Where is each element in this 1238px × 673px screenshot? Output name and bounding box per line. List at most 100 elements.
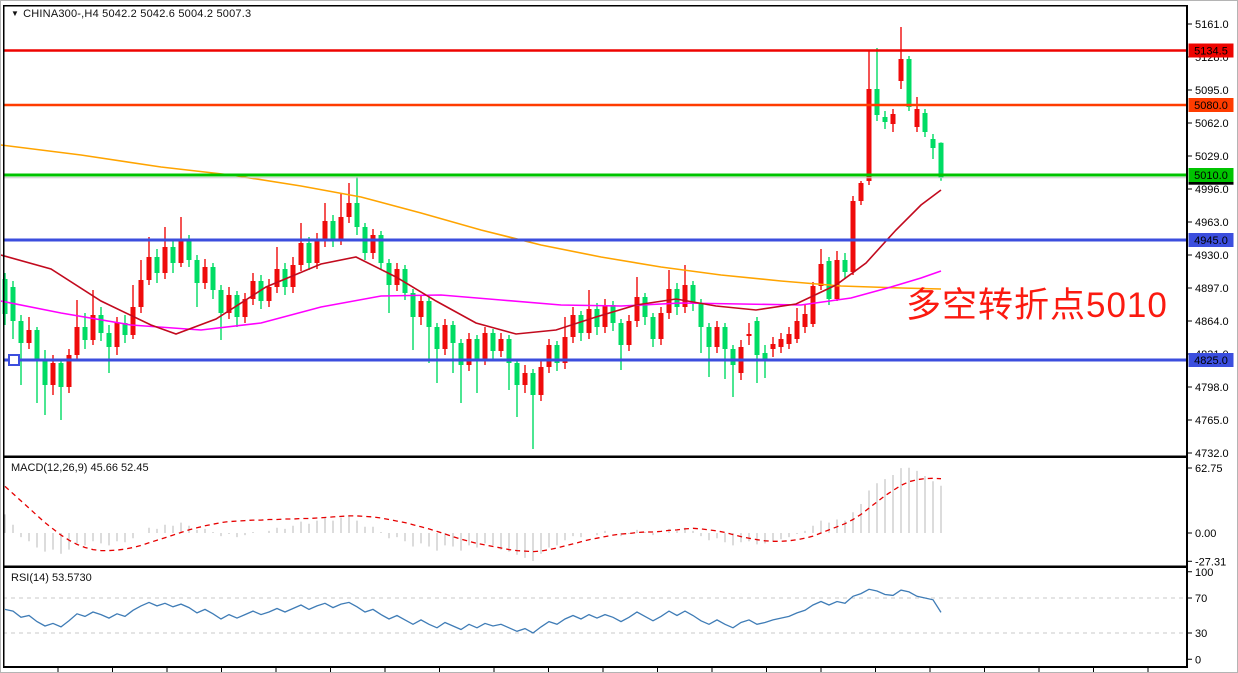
candle bbox=[210, 263, 216, 299]
candle bbox=[218, 285, 224, 340]
candle bbox=[130, 285, 136, 339]
candle bbox=[594, 303, 600, 335]
candle bbox=[746, 323, 752, 345]
candle bbox=[10, 281, 16, 339]
candle bbox=[618, 319, 624, 370]
candle bbox=[50, 355, 56, 395]
candles-layer bbox=[2, 27, 944, 449]
axis-tick-label: 4996.0 bbox=[1195, 184, 1229, 196]
candle bbox=[178, 217, 184, 267]
candle bbox=[754, 317, 760, 383]
candle bbox=[522, 365, 528, 393]
candle bbox=[554, 341, 560, 371]
candle bbox=[546, 339, 552, 373]
candle bbox=[346, 183, 352, 223]
macd-indicator-label: MACD(12,26,9) 45.66 52.45 bbox=[11, 462, 149, 474]
candle bbox=[274, 247, 280, 293]
candle bbox=[826, 257, 832, 305]
candle bbox=[370, 229, 376, 259]
svg-text:5010.0: 5010.0 bbox=[1194, 170, 1228, 182]
candle bbox=[626, 315, 632, 351]
axis-tick-label: 4765.0 bbox=[1195, 415, 1229, 427]
candle bbox=[898, 27, 904, 89]
time-axis[interactable] bbox=[57, 667, 1149, 673]
candle bbox=[698, 299, 704, 353]
candle bbox=[98, 307, 104, 341]
candle bbox=[106, 325, 112, 373]
candle bbox=[450, 321, 456, 373]
candle bbox=[714, 321, 720, 353]
rsi-indicator bbox=[3, 588, 1187, 634]
candle bbox=[906, 56, 912, 111]
hline-selection-handle[interactable] bbox=[8, 354, 20, 366]
svg-text:4945.0: 4945.0 bbox=[1194, 235, 1228, 247]
candle bbox=[226, 287, 232, 319]
axis-tick-label: 4798.0 bbox=[1195, 382, 1229, 394]
candle bbox=[466, 333, 472, 371]
axis-tick-label: -27.31 bbox=[1195, 556, 1226, 568]
candle bbox=[250, 273, 256, 305]
rsi-indicator-label: RSI(14) 53.5730 bbox=[11, 572, 92, 584]
axis-tick-label: 4732.0 bbox=[1195, 448, 1229, 460]
axis-tick-label: 70 bbox=[1195, 593, 1207, 605]
candle bbox=[154, 249, 160, 283]
candle bbox=[874, 48, 880, 121]
candle bbox=[794, 308, 800, 343]
axis-tick-label: 5029.0 bbox=[1195, 151, 1229, 163]
candle bbox=[122, 315, 128, 343]
candle bbox=[778, 333, 784, 353]
candle bbox=[354, 177, 360, 235]
ma-fast-darkred bbox=[1, 189, 942, 335]
candle bbox=[162, 227, 168, 279]
level-lines bbox=[3, 49, 1187, 366]
price-axis[interactable]: 5161.05128.05095.05062.05029.04996.04963… bbox=[1188, 19, 1234, 666]
candle bbox=[434, 323, 440, 383]
candle bbox=[922, 109, 928, 137]
ohlc-values: 5042.2 5042.6 5004.2 5007.3 bbox=[102, 8, 252, 20]
candle bbox=[850, 196, 856, 275]
candle bbox=[170, 240, 176, 273]
candle bbox=[458, 339, 464, 403]
candle bbox=[74, 300, 80, 359]
candle bbox=[538, 361, 544, 401]
axis-tick-label: 62.75 bbox=[1195, 463, 1223, 475]
candle bbox=[202, 259, 208, 289]
symbol-timeframe-label: CHINA300-,H4 bbox=[23, 8, 99, 20]
candle bbox=[602, 299, 608, 333]
axis-tick-label: 5161.0 bbox=[1195, 19, 1229, 31]
svg-text:5134.5: 5134.5 bbox=[1194, 46, 1228, 58]
candle bbox=[82, 313, 88, 349]
candle bbox=[34, 327, 40, 403]
candle bbox=[2, 273, 8, 325]
axis-price-badge: 4825.0 bbox=[1188, 353, 1234, 367]
candle bbox=[882, 111, 888, 129]
candle bbox=[858, 181, 864, 205]
candle bbox=[426, 297, 432, 363]
candle bbox=[410, 289, 416, 350]
axis-price-badge: 5080.0 bbox=[1188, 98, 1234, 112]
candle bbox=[298, 223, 304, 271]
axis-tick-label: 4963.0 bbox=[1195, 217, 1229, 229]
axis-tick-label: 5095.0 bbox=[1195, 85, 1229, 97]
candle bbox=[18, 315, 24, 385]
candle bbox=[914, 97, 920, 132]
candle bbox=[690, 281, 696, 311]
candle bbox=[506, 335, 512, 390]
candle bbox=[586, 290, 592, 339]
panel-borders bbox=[3, 5, 1188, 668]
axis-tick-label: 4930.0 bbox=[1195, 250, 1229, 262]
axis-price-badge: 5010.0 bbox=[1188, 168, 1234, 182]
candle bbox=[802, 305, 808, 333]
candle bbox=[810, 282, 816, 327]
candle bbox=[138, 260, 144, 313]
axis-price-badge: 5134.5 bbox=[1188, 43, 1234, 58]
candle bbox=[442, 319, 448, 355]
candle bbox=[306, 237, 312, 270]
candle bbox=[330, 215, 336, 247]
symbol-dropdown-icon[interactable]: ▼ bbox=[11, 9, 20, 18]
svg-text:4825.0: 4825.0 bbox=[1194, 355, 1228, 367]
svg-text:5080.0: 5080.0 bbox=[1194, 100, 1228, 112]
axis-tick-label: 4864.0 bbox=[1195, 316, 1229, 328]
